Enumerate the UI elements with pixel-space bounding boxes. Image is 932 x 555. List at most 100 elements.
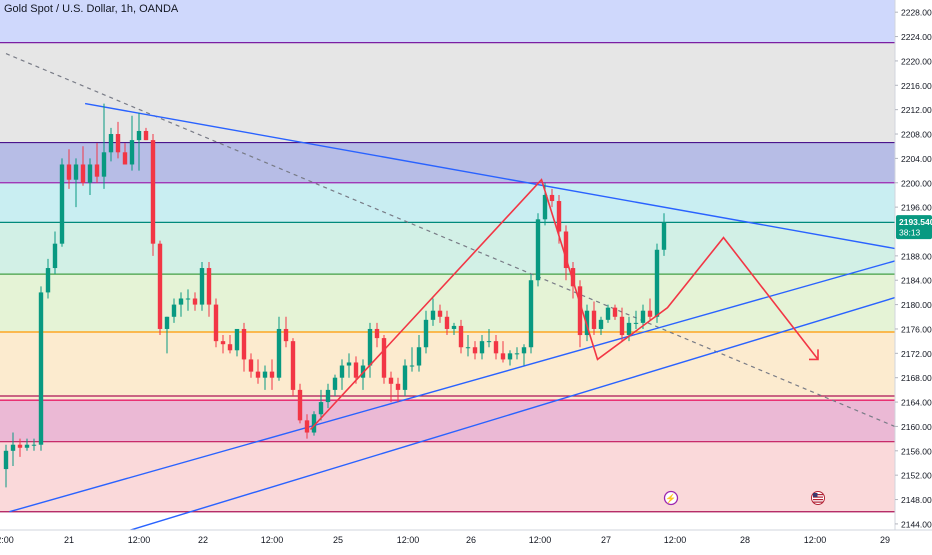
candle-body [346,362,352,366]
candle-body [500,353,506,360]
y-tick-label: 2180.000 [901,300,932,310]
candle-body [185,298,191,300]
candle-body [38,292,44,445]
candle-body [374,328,380,339]
candle-body [556,201,562,232]
candle-body [479,341,485,354]
y-axis-panel [895,0,932,550]
candle-body [381,338,387,378]
candle-body [577,286,583,336]
candle-body [416,347,422,366]
y-tick-label: 2144.000 [901,519,932,529]
x-tick-label: 28 [740,535,750,545]
y-tick-label: 2224.000 [901,32,932,42]
candle-body [535,219,541,281]
candle-body [640,310,646,323]
x-tick-label: 12:00 [529,535,552,545]
candle-body [87,164,93,183]
candle-body [626,322,632,336]
candle-body [304,420,310,433]
y-tick-label: 2196.000 [901,203,932,213]
x-axis-panel [0,530,932,550]
candle-body [507,353,513,360]
x-tick-label: 12:00 [804,535,827,545]
candle-body [584,310,590,336]
price-zone [0,182,895,223]
candle-body [325,389,331,403]
candle-body [52,243,58,269]
candle-body [619,316,625,336]
us-flag-icon [811,491,825,505]
candle-body [423,319,429,348]
y-tick-label: 2204.000 [901,154,932,164]
candle-body [171,304,177,317]
price-zone [0,0,895,43]
candle-body [262,371,268,378]
x-tick-label: 22 [198,535,208,545]
x-tick-label: 2:00 [0,535,14,545]
y-tick-label: 2156.000 [901,446,932,456]
y-tick-label: 2188.000 [901,251,932,261]
candle-body [612,307,618,317]
trendline [9,258,903,513]
candle-body [283,328,289,342]
zones-layer [0,0,895,512]
candle-body [269,371,275,378]
flag-canton [813,493,818,497]
candle-body [241,328,247,360]
flag-stripe [813,499,823,501]
trendline [100,294,903,540]
candle-body [318,402,324,415]
candle-body [234,328,240,351]
lightning-icon [663,490,679,506]
candle-body [297,389,303,421]
candle-body [66,164,72,180]
y-tick-label: 2220.000 [901,56,932,66]
current-price-label: 2193.540 [899,217,932,227]
y-tick-label: 2164.000 [901,398,932,408]
x-tick-label: 25 [333,535,343,545]
y-tick-label: 2168.000 [901,373,932,383]
candle-body [633,322,639,324]
candle-body [164,316,170,329]
candle-body [367,328,373,366]
y-tick-label: 2152.000 [901,471,932,481]
projection-path-layer [309,178,819,431]
candle-body [59,164,65,244]
trendlines-layer [9,102,903,540]
y-tick-label: 2208.000 [901,130,932,140]
price-zone [0,399,895,442]
x-tick-label: 29 [880,535,890,545]
lightning-icon-glyph: ⚡ [665,493,676,505]
candle-body [570,268,576,287]
candle-body [661,222,667,250]
y-tick-label: 2184.000 [901,276,932,286]
x-tick-label: 12:00 [664,535,687,545]
candle-body [451,325,457,329]
candle-body [213,304,219,342]
candle-body [227,344,233,351]
candle-body [115,134,121,153]
flag-stripe [813,501,823,503]
candle-body [437,310,443,317]
candle-body [143,130,149,141]
price-zone [0,332,895,400]
candle-body [654,249,660,317]
candle-body [136,130,142,141]
candle-body [290,341,296,390]
candle-body [549,194,555,202]
candle-body [31,444,37,446]
candle-body [458,325,464,348]
candle-body [108,134,114,153]
x-tick-label: 12:00 [397,535,420,545]
candle-body [10,444,16,451]
y-tick-label: 2172.000 [901,349,932,359]
projection-arrowhead [809,349,819,361]
candle-body [528,280,534,348]
candle-body [199,268,205,305]
candle-body [101,152,107,177]
candle-body [332,377,338,390]
candle-body [605,307,611,320]
x-tick-label: 21 [64,535,74,545]
